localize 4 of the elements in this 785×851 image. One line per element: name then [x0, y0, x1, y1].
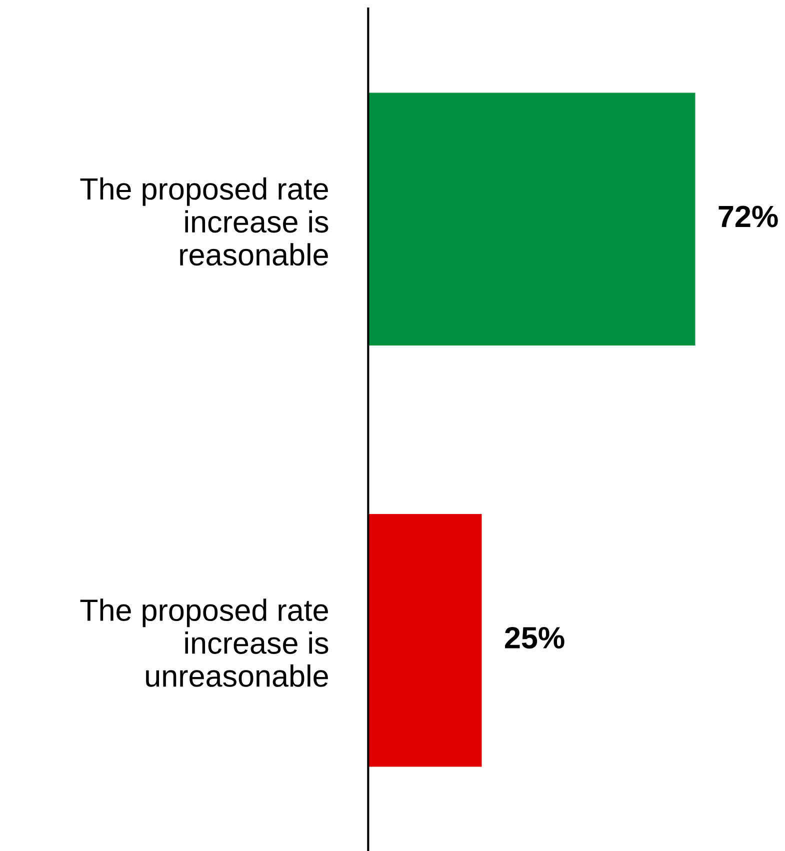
y-tick-label: The proposed rate increase is reasonable	[80, 177, 328, 266]
data-label: 72%	[718, 206, 778, 228]
y-tick-label: The proposed rate increase is unreasonable	[80, 598, 328, 687]
data-label: 25%	[505, 626, 564, 649]
